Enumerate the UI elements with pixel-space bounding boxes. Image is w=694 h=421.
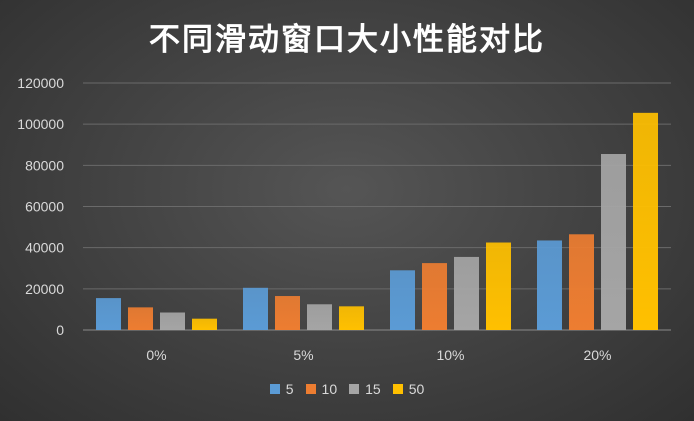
legend-label: 5 bbox=[285, 381, 294, 397]
bar-15-20% bbox=[601, 154, 626, 330]
bar-50-0% bbox=[192, 318, 217, 330]
x-tick-label: 5% bbox=[293, 347, 313, 363]
y-tick-label: 60000 bbox=[25, 199, 64, 215]
legend-label: 50 bbox=[408, 381, 425, 397]
bar-15-5% bbox=[307, 304, 332, 330]
legend-swatch bbox=[349, 384, 360, 394]
legend-swatch bbox=[305, 384, 316, 394]
x-tick-label: 20% bbox=[583, 347, 611, 363]
y-tick-label: 80000 bbox=[25, 157, 64, 173]
y-tick-label: 0 bbox=[56, 322, 64, 338]
y-tick-label: 20000 bbox=[25, 281, 64, 297]
legend-item: 15 bbox=[349, 381, 381, 397]
bar-50-5% bbox=[339, 306, 364, 330]
legend: 5 10 15 50 bbox=[0, 381, 694, 397]
bar-50-10% bbox=[486, 242, 511, 330]
x-tick-label: 10% bbox=[436, 347, 464, 363]
legend-label: 10 bbox=[321, 381, 338, 397]
legend-swatch bbox=[269, 384, 280, 394]
bar-10-20% bbox=[569, 234, 594, 330]
chart-title: 不同滑动窗口大小性能对比 bbox=[149, 22, 545, 58]
legend-item: 5 bbox=[269, 381, 294, 397]
bar-10-10% bbox=[422, 263, 447, 330]
bar-50-20% bbox=[633, 112, 658, 331]
y-tick-label: 40000 bbox=[25, 240, 64, 256]
legend-swatch bbox=[392, 384, 403, 394]
bar-15-0% bbox=[160, 312, 185, 330]
legend-item: 10 bbox=[305, 381, 338, 397]
y-tick-label: 120000 bbox=[17, 75, 64, 91]
bar-10-0% bbox=[128, 307, 153, 330]
bar-10-5% bbox=[275, 296, 300, 330]
bar-5-0% bbox=[96, 298, 121, 330]
x-tick-label: 0% bbox=[146, 347, 166, 363]
bar-5-5% bbox=[243, 287, 268, 330]
bar-5-20% bbox=[537, 240, 562, 330]
legend-label: 15 bbox=[365, 381, 381, 397]
y-tick-label: 100000 bbox=[17, 116, 64, 132]
bar-15-10% bbox=[454, 256, 479, 330]
legend-item: 50 bbox=[392, 381, 425, 397]
bar-5-10% bbox=[390, 270, 415, 330]
